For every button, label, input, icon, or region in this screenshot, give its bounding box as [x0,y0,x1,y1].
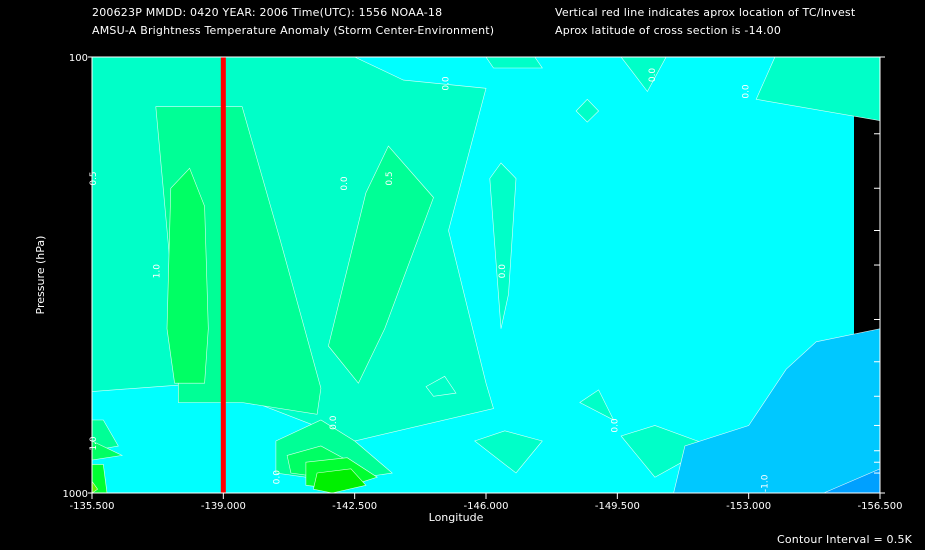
x-tick-label: -139.000 [201,501,246,512]
contour-value-label: 0.0 [648,68,658,83]
contour-value-label: 0.0 [273,470,283,485]
header-note-tc-line: Vertical red line indicates aprox locati… [555,6,856,19]
x-axis-title: Longitude [429,511,484,524]
x-tick-label: -142.500 [332,501,377,512]
contour-value-label: 0.0 [742,84,752,99]
header-title-line2: AMSU-A Brightness Temperature Anomaly (S… [92,24,495,37]
header-note-latitude: Aprox latitude of cross section is -14.0… [555,24,782,37]
contour-value-label: 0.5 [385,171,395,185]
contour-region [425,375,457,397]
x-tick-label: -149.500 [595,501,640,512]
contour-value-label: 0.0 [610,418,620,433]
header-title-line1: 200623P MMDD: 0420 YEAR: 2006 Time(UTC):… [92,6,443,19]
contour-value-label: 1.0 [89,436,99,451]
x-tick-label: -135.500 [70,501,115,512]
contour-labels: 0.0 0.0 0.0 0.0 0.0 0.0 0.0 0.0 0.5 0.5 1.0 1.0 -1.0 [89,68,771,493]
x-tick-label: -156.500 [858,501,903,512]
y-axis-title: Pressure (hPa) [34,236,47,315]
contour-region [485,56,543,69]
contour-region [489,162,517,329]
contour-region [575,98,600,123]
contour-region [166,167,209,384]
contour-value-label: 0.5 [89,171,99,185]
y-tick-label: 1000 [63,489,88,500]
contour-value-label: 0.0 [442,76,452,91]
contour-region [474,430,543,474]
axes: -135.500 -139.000 -142.500 -146.000 -149.500… [34,53,902,524]
contour-region [328,145,434,384]
contour-value-label: 0.0 [340,176,350,191]
contour-value-label: -1.0 [760,474,770,492]
plot-area [91,56,881,494]
x-tick-label: -146.000 [464,501,509,512]
contour-region [313,468,367,494]
x-tick-label: -153.000 [726,501,771,512]
contour-region [579,389,615,421]
contour-value-label: 0.0 [498,264,508,279]
contour-value-label: 0.0 [329,415,339,430]
y-tick-label: 100 [69,53,88,64]
contour-interval-label: Contour Interval = 0.5K [777,533,913,546]
contour-value-label: 1.0 [153,264,163,279]
